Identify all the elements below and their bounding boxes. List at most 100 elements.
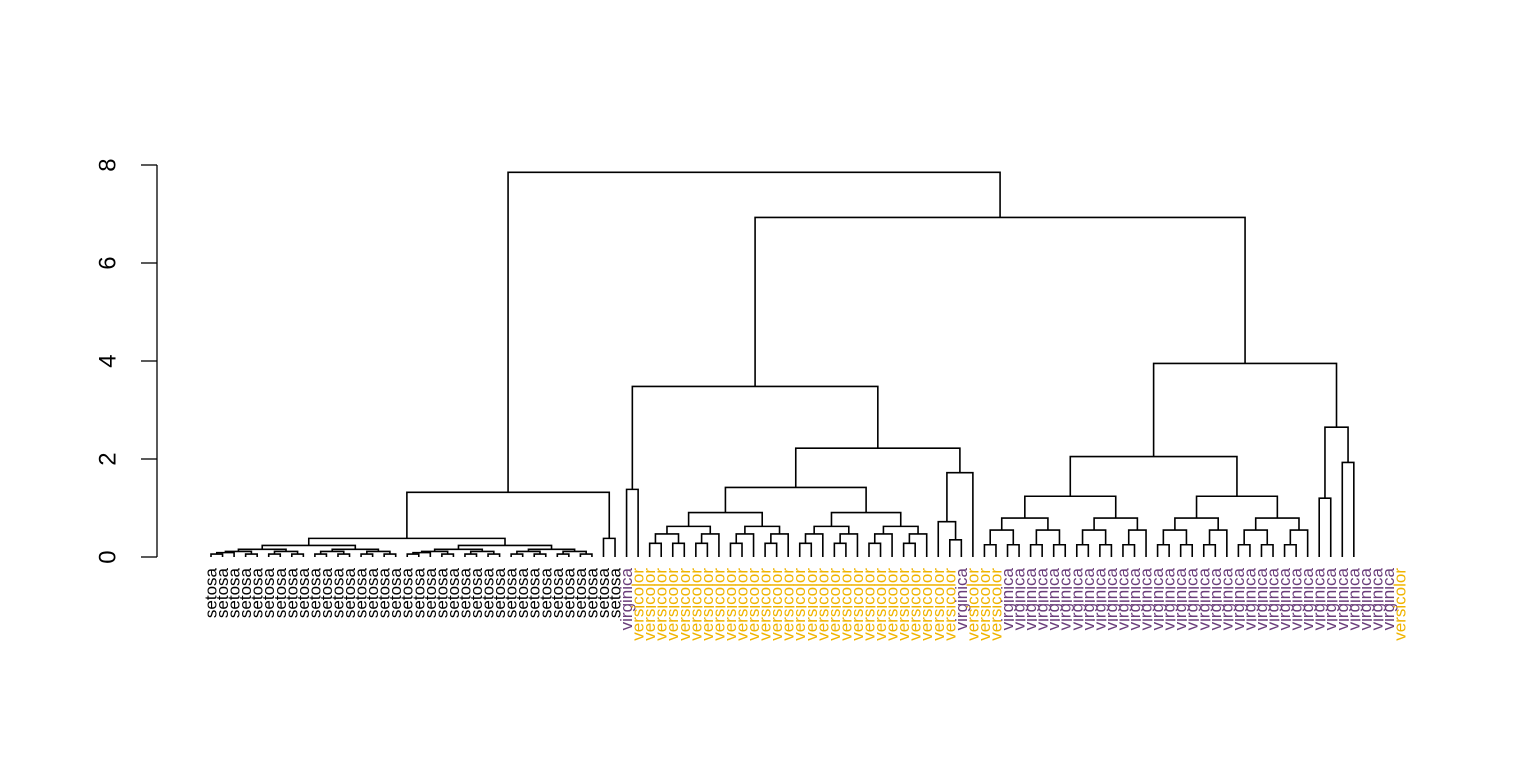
leaf-label: setosa	[375, 567, 394, 618]
branch	[724, 486, 867, 513]
leaf-label: setosa	[317, 567, 336, 618]
leaf-label: versicolor	[629, 568, 648, 641]
leaf-label: virginica	[952, 567, 971, 630]
branch	[507, 171, 1001, 493]
branch	[1283, 543, 1297, 557]
branch	[754, 216, 1246, 387]
leaf-label: setosa	[259, 567, 278, 618]
branch	[1202, 543, 1217, 557]
branch	[735, 533, 755, 557]
leaf-label: versicolor	[871, 568, 890, 641]
leaf-label: virginica	[1044, 567, 1063, 630]
branch	[830, 511, 902, 527]
leaf-label: virginica	[1137, 567, 1156, 630]
leaf-label: versicolor	[825, 568, 844, 641]
leaf-label: setosa	[248, 567, 267, 618]
branch	[406, 491, 611, 539]
branch	[1260, 543, 1274, 557]
leaf-label: versicolor	[906, 568, 925, 641]
leaf-label: setosa	[225, 567, 244, 618]
branch	[307, 537, 506, 546]
dendrogram-branches	[210, 171, 1355, 557]
branch	[360, 553, 374, 557]
branch	[1195, 495, 1279, 519]
leaf-label: virginica	[1356, 567, 1375, 630]
branch	[873, 533, 893, 557]
leaf-label: virginica	[1321, 567, 1340, 630]
leaf-label: setosa	[282, 567, 301, 618]
leaf-label: setosa	[571, 567, 590, 618]
leaf-label: setosa	[363, 567, 382, 618]
branch	[1243, 529, 1269, 545]
leaf-label: virginica	[1021, 567, 1040, 630]
leaf-label: versicolor	[721, 568, 740, 641]
leaf-label: versicolor	[779, 568, 798, 641]
leaf-label: versicolor	[929, 568, 948, 641]
branch	[770, 533, 789, 557]
branch	[331, 548, 380, 552]
branch	[946, 471, 974, 557]
leaf-label: virginica	[1067, 567, 1086, 630]
branch	[1162, 529, 1188, 545]
leaf-label: virginica	[1079, 567, 1098, 630]
branch	[1341, 461, 1355, 557]
branch	[433, 548, 484, 552]
branch	[902, 542, 916, 557]
leaf-label: setosa	[409, 567, 428, 618]
leaf-label: versicolor	[940, 568, 959, 641]
leaf-labels: setosasetosasetosasetosasetosasetosaseto…	[202, 567, 1410, 640]
leaf-label: versicolor	[744, 568, 763, 641]
leaf-label: versicolor	[686, 568, 705, 641]
y-axis: 0 2 4 6 8	[95, 158, 158, 564]
branch	[868, 542, 882, 557]
branch	[671, 542, 686, 557]
leaf-label: setosa	[548, 567, 567, 618]
leaf-label: setosa	[421, 567, 440, 618]
leaf-label: virginica	[1298, 567, 1317, 630]
branch	[1093, 517, 1139, 531]
leaf-label: virginica	[1217, 567, 1236, 630]
branch	[1075, 543, 1090, 557]
leaf-label: setosa	[455, 567, 474, 618]
leaf-label: virginica	[617, 567, 636, 630]
leaf-label: virginica	[1275, 567, 1294, 630]
branch	[1035, 529, 1061, 545]
leaf-label: virginica	[1252, 567, 1271, 630]
branch	[882, 525, 919, 534]
leaf-label: virginica	[998, 567, 1017, 630]
branch	[579, 553, 593, 557]
leaf-label: versicolor	[848, 568, 867, 641]
branch	[267, 553, 282, 557]
leaf-label: versicolor	[859, 568, 878, 641]
branch	[1006, 543, 1020, 557]
leaf-label: virginica	[1194, 567, 1213, 630]
branch	[210, 553, 224, 557]
branch	[804, 533, 824, 557]
branch	[1174, 517, 1219, 531]
branch	[533, 553, 547, 557]
y-tick-label: 6	[95, 256, 122, 269]
leaf-label: versicolor	[756, 568, 775, 641]
branch	[1318, 497, 1332, 557]
branch	[1152, 362, 1338, 457]
leaf-label: versicolor	[640, 568, 659, 641]
leaf-label: setosa	[559, 567, 578, 618]
leaf-label: virginica	[1367, 567, 1386, 630]
branch	[1081, 529, 1107, 545]
branch	[1179, 543, 1194, 557]
leaf-label: virginica	[1056, 567, 1075, 630]
leaf-label: setosa	[502, 567, 521, 618]
leaf-label: setosa	[236, 567, 255, 618]
leaf-label: virginica	[1206, 567, 1225, 630]
leaf-label: virginica	[1333, 567, 1352, 630]
branch	[1052, 543, 1067, 557]
branch	[700, 533, 720, 557]
leaf-label: virginica	[1379, 567, 1398, 630]
branch	[839, 533, 859, 557]
branch	[1254, 517, 1300, 531]
leaf-label: setosa	[294, 567, 313, 618]
leaf-label: virginica	[1160, 567, 1179, 630]
leaf-label: setosa	[340, 567, 359, 618]
leaf-label: setosa	[328, 567, 347, 618]
